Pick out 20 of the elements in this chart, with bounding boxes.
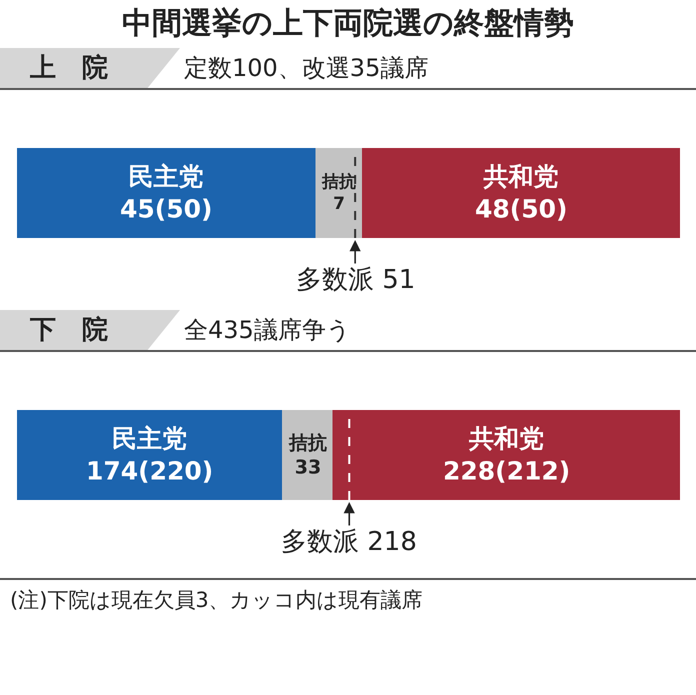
data-label: 7 [333, 194, 345, 214]
series-label: 拮抗 [288, 432, 327, 454]
data-label: 48(50) [475, 194, 568, 224]
chart-title: 上 院 [0, 48, 180, 88]
ref-line-label: 多数派 218 [281, 527, 417, 557]
series-label: 民主党 [112, 424, 188, 453]
series-label: 共和党 [468, 424, 544, 453]
ref-line-label: 多数派 51 [296, 265, 416, 295]
chart-subtitle: 定数100、改選35議席 [184, 53, 428, 84]
data-label: 33 [294, 456, 322, 479]
series-label: 共和党 [482, 162, 559, 191]
text: 中間選挙の上下両院選の終盤情勢 [121, 5, 575, 43]
data-label: 45(50) [120, 194, 212, 224]
data-label: 228(212) [443, 456, 570, 486]
series-label: 拮抗 [321, 172, 356, 192]
text: (注)下院は現在欠員3、カッコ内は現有議席 [0, 578, 696, 620]
data-label: 174(220) [86, 456, 214, 486]
chart-title: 下 院 [0, 310, 180, 350]
series-label: 民主党 [128, 162, 204, 191]
chart-subtitle: 全435議席争う [184, 315, 351, 346]
